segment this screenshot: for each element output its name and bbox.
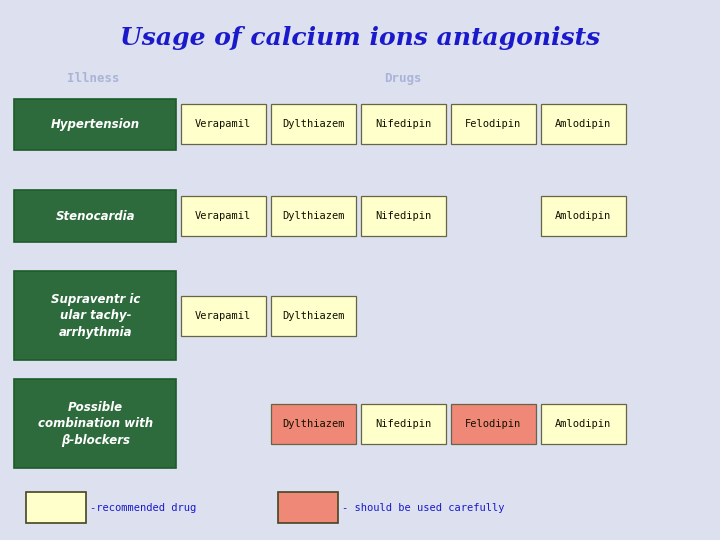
Text: Nifedipin: Nifedipin — [375, 419, 431, 429]
Text: Dylthiazem: Dylthiazem — [282, 419, 344, 429]
FancyBboxPatch shape — [14, 379, 176, 468]
Text: Verapamil: Verapamil — [195, 119, 251, 129]
Text: Possible
combination with
β-blockers: Possible combination with β-blockers — [38, 401, 153, 447]
FancyBboxPatch shape — [541, 196, 626, 235]
FancyBboxPatch shape — [271, 196, 356, 235]
FancyBboxPatch shape — [14, 271, 176, 361]
Text: Supraventr ic
ular tachy-
arrhythmia: Supraventr ic ular tachy- arrhythmia — [50, 293, 140, 339]
FancyBboxPatch shape — [271, 404, 356, 444]
FancyBboxPatch shape — [451, 404, 536, 444]
Text: Dylthiazem: Dylthiazem — [282, 119, 344, 129]
Text: - should be used carefully: - should be used carefully — [342, 503, 505, 512]
FancyBboxPatch shape — [541, 105, 626, 144]
FancyBboxPatch shape — [361, 105, 446, 144]
FancyBboxPatch shape — [14, 98, 176, 150]
Text: Dylthiazem: Dylthiazem — [282, 211, 344, 221]
FancyBboxPatch shape — [278, 492, 338, 523]
Text: Verapamil: Verapamil — [195, 311, 251, 321]
Text: Amlodipin: Amlodipin — [555, 119, 611, 129]
Text: Drugs: Drugs — [384, 72, 422, 85]
Text: Nifedipin: Nifedipin — [375, 119, 431, 129]
Text: Verapamil: Verapamil — [195, 211, 251, 221]
Text: Hypertension: Hypertension — [51, 118, 140, 131]
FancyBboxPatch shape — [361, 196, 446, 235]
FancyBboxPatch shape — [181, 105, 266, 144]
FancyBboxPatch shape — [271, 296, 356, 336]
FancyBboxPatch shape — [14, 191, 176, 241]
Text: Illness: Illness — [68, 72, 120, 85]
FancyBboxPatch shape — [181, 196, 266, 235]
Text: Stenocardia: Stenocardia — [55, 210, 135, 222]
Text: Felodipin: Felodipin — [465, 119, 521, 129]
Text: Usage of calcium ions antagonists: Usage of calcium ions antagonists — [120, 26, 600, 50]
Text: Amlodipin: Amlodipin — [555, 211, 611, 221]
FancyBboxPatch shape — [361, 404, 446, 444]
Text: Nifedipin: Nifedipin — [375, 211, 431, 221]
Text: Amlodipin: Amlodipin — [555, 419, 611, 429]
Text: Dylthiazem: Dylthiazem — [282, 311, 344, 321]
FancyBboxPatch shape — [271, 105, 356, 144]
Text: -recommended drug: -recommended drug — [90, 503, 197, 512]
FancyBboxPatch shape — [451, 105, 536, 144]
FancyBboxPatch shape — [541, 404, 626, 444]
Text: Felodipin: Felodipin — [465, 419, 521, 429]
FancyBboxPatch shape — [181, 296, 266, 336]
FancyBboxPatch shape — [26, 492, 86, 523]
